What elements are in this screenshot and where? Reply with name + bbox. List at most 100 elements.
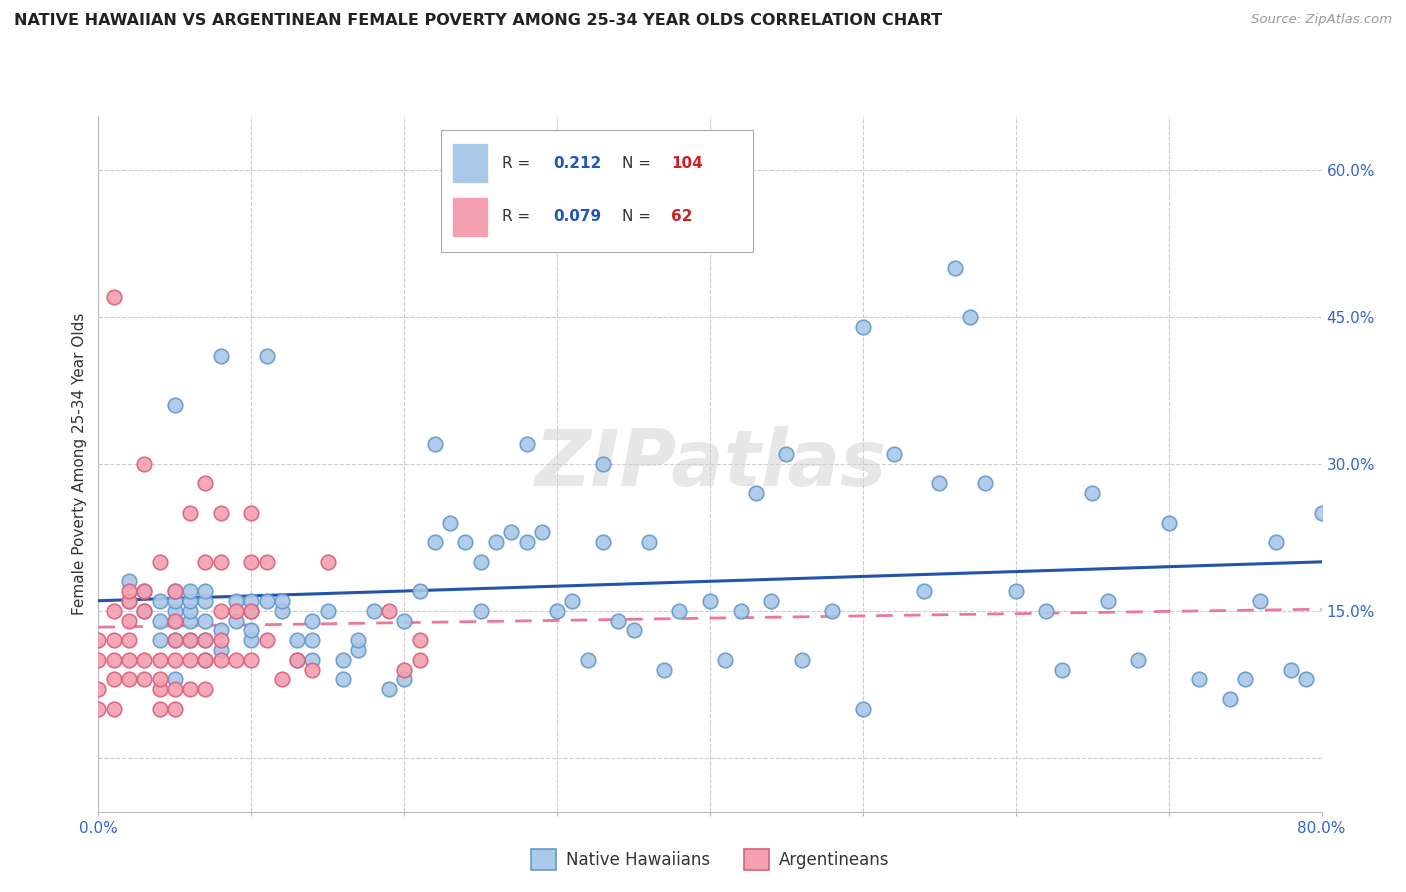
Point: [149, 673, 172, 687]
Point: [730, 604, 752, 618]
Point: [301, 653, 323, 667]
Point: [561, 594, 583, 608]
Point: [163, 604, 186, 618]
Point: [103, 673, 125, 687]
Point: [668, 604, 690, 618]
Point: [118, 673, 141, 687]
Text: R =: R =: [502, 210, 536, 225]
Point: [103, 290, 125, 304]
Point: [270, 594, 292, 608]
Point: [378, 604, 401, 618]
Point: [699, 594, 721, 608]
Point: [1035, 604, 1057, 618]
Point: [256, 633, 278, 648]
Point: [240, 555, 263, 569]
Point: [209, 555, 232, 569]
Point: [149, 594, 172, 608]
Point: [392, 673, 416, 687]
Point: [516, 535, 538, 549]
Point: [592, 457, 614, 471]
Point: [363, 604, 385, 618]
FancyBboxPatch shape: [441, 130, 752, 252]
Point: [225, 614, 247, 628]
Point: [134, 457, 156, 471]
Point: [270, 673, 292, 687]
Bar: [453, 198, 488, 236]
Point: [285, 633, 308, 648]
Point: [347, 633, 370, 648]
Point: [194, 633, 217, 648]
Point: [959, 310, 981, 324]
Point: [209, 604, 232, 618]
Text: 104: 104: [671, 156, 703, 170]
Point: [225, 594, 247, 608]
Text: R =: R =: [502, 156, 536, 170]
Point: [790, 653, 813, 667]
Point: [103, 633, 125, 648]
Point: [163, 633, 186, 648]
Point: [194, 633, 217, 648]
Point: [179, 584, 201, 599]
Text: 0.079: 0.079: [554, 210, 602, 225]
Point: [163, 594, 186, 608]
Point: [775, 447, 797, 461]
Point: [209, 624, 232, 638]
Point: [516, 437, 538, 451]
Point: [225, 604, 247, 618]
Point: [852, 319, 875, 334]
Point: [1234, 673, 1257, 687]
Point: [179, 633, 201, 648]
Point: [163, 702, 186, 716]
Point: [1188, 673, 1211, 687]
Point: [87, 702, 110, 716]
Point: [118, 584, 141, 599]
Point: [194, 653, 217, 667]
Bar: [453, 145, 488, 182]
Point: [134, 604, 156, 618]
Point: [240, 604, 263, 618]
Point: [149, 702, 172, 716]
Point: [118, 594, 141, 608]
Point: [194, 476, 217, 491]
Point: [607, 614, 630, 628]
Point: [316, 555, 339, 569]
Point: [301, 614, 323, 628]
Point: [103, 702, 125, 716]
Text: 62: 62: [671, 210, 692, 225]
Legend: Native Hawaiians, Argentineans: Native Hawaiians, Argentineans: [524, 843, 896, 877]
Point: [285, 653, 308, 667]
Point: [163, 614, 186, 628]
Point: [134, 584, 156, 599]
Point: [1219, 692, 1241, 706]
Point: [240, 604, 263, 618]
Point: [1249, 594, 1271, 608]
Point: [1097, 594, 1119, 608]
Point: [652, 663, 675, 677]
Point: [194, 555, 217, 569]
Point: [454, 535, 477, 549]
Point: [118, 614, 141, 628]
Point: [149, 555, 172, 569]
Text: Source: ZipAtlas.com: Source: ZipAtlas.com: [1251, 13, 1392, 27]
Point: [240, 633, 263, 648]
Point: [87, 682, 110, 697]
Point: [270, 604, 292, 618]
Point: [928, 476, 950, 491]
Point: [576, 653, 599, 667]
Text: ZIPatlas: ZIPatlas: [534, 425, 886, 502]
Point: [470, 555, 492, 569]
Point: [1081, 486, 1104, 500]
Point: [1295, 673, 1317, 687]
Point: [1157, 516, 1180, 530]
Point: [163, 584, 186, 599]
Point: [256, 349, 278, 363]
Point: [209, 633, 232, 648]
Point: [347, 643, 370, 657]
Point: [637, 535, 661, 549]
Point: [209, 506, 232, 520]
Point: [240, 653, 263, 667]
Point: [163, 398, 186, 412]
Point: [485, 535, 508, 549]
Point: [745, 486, 768, 500]
Point: [256, 594, 278, 608]
